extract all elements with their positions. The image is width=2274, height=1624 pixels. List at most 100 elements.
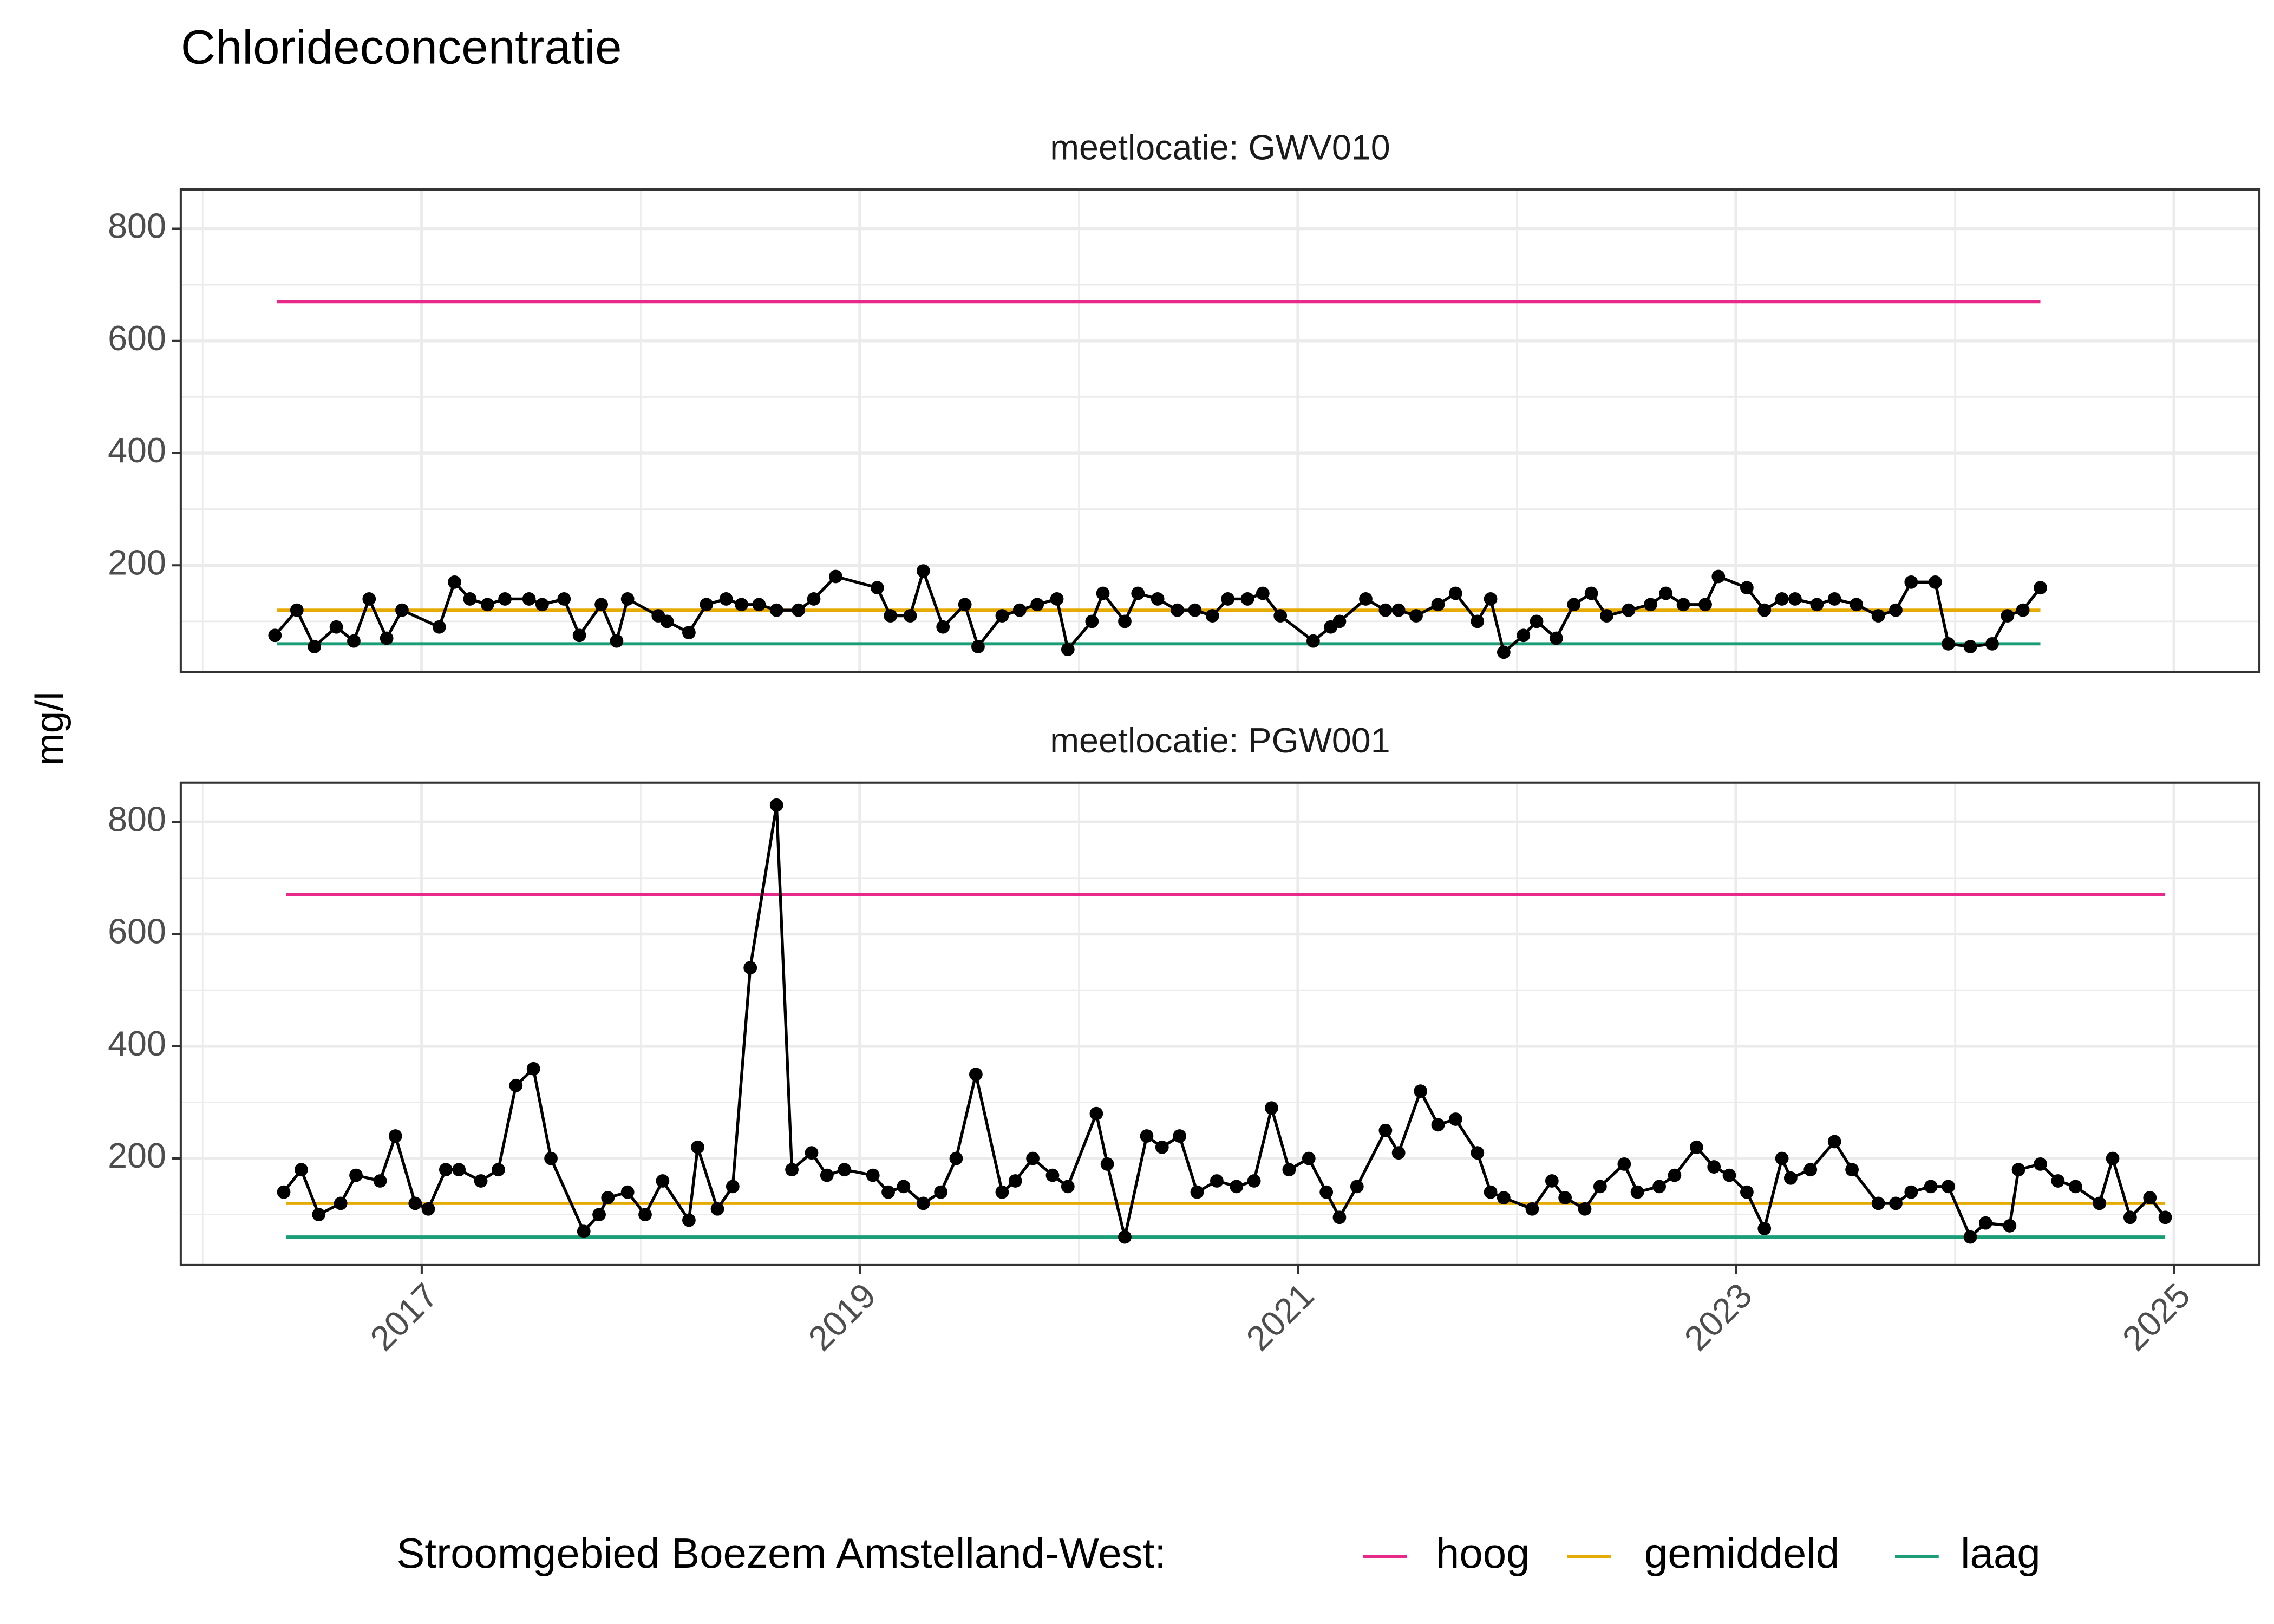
data-point	[474, 1174, 488, 1188]
data-point	[958, 598, 972, 612]
data-point	[884, 609, 897, 623]
data-point	[916, 1196, 930, 1210]
data-point	[1871, 609, 1885, 623]
data-point	[995, 609, 1009, 623]
data-point	[1378, 1123, 1393, 1137]
data-point	[1668, 1168, 1682, 1182]
data-point	[1302, 1151, 1316, 1165]
data-point	[1230, 1180, 1244, 1194]
data-point	[682, 626, 696, 639]
data-point	[395, 603, 409, 617]
data-point	[1359, 592, 1373, 606]
data-point	[1783, 1171, 1798, 1185]
data-point	[838, 1163, 852, 1177]
y-tick-label: 600	[108, 319, 166, 358]
data-point	[1550, 631, 1563, 645]
data-point	[1803, 1163, 1818, 1177]
data-point	[2034, 581, 2047, 595]
data-point	[1409, 609, 1423, 623]
data-point	[1740, 581, 1754, 595]
data-point	[1942, 1180, 1955, 1194]
data-point	[691, 1140, 704, 1154]
data-point	[1707, 1160, 1721, 1174]
data-point	[1378, 603, 1393, 617]
data-point	[1155, 1140, 1169, 1154]
data-point	[1414, 1084, 1428, 1098]
data-point	[2016, 603, 2030, 617]
x-tick-label: 2021	[1239, 1275, 1322, 1358]
data-point	[1221, 592, 1235, 606]
data-point	[2143, 1191, 2157, 1204]
y-tick-label: 200	[108, 543, 166, 582]
data-point	[1904, 1185, 1918, 1199]
data-point	[1131, 586, 1145, 600]
data-point	[1530, 614, 1544, 628]
data-point	[949, 1151, 963, 1165]
panel-border	[179, 188, 2261, 673]
data-point	[308, 640, 322, 653]
data-point	[388, 1129, 402, 1143]
data-point	[1889, 603, 1903, 617]
data-point	[936, 620, 950, 634]
data-point	[1644, 598, 1657, 612]
data-point	[769, 603, 783, 617]
data-point	[743, 961, 757, 975]
data-point	[1050, 592, 1064, 606]
legend-title: Stroomgebied Boezem Amstelland-West:	[396, 1529, 1166, 1577]
data-point	[362, 592, 376, 606]
data-point	[1484, 592, 1498, 606]
data-point	[544, 1151, 558, 1165]
data-point	[1827, 1135, 1841, 1149]
data-point	[1012, 603, 1027, 617]
data-point	[1904, 575, 1918, 589]
data-point	[1497, 645, 1511, 659]
data-point	[421, 1202, 435, 1216]
data-point	[439, 1163, 453, 1177]
data-point	[1332, 614, 1347, 628]
data-point	[1008, 1174, 1022, 1188]
data-point	[1659, 586, 1673, 600]
data-point	[1171, 603, 1184, 617]
data-point	[1978, 1216, 1992, 1230]
data-point	[1188, 603, 1202, 617]
data-point	[1617, 1157, 1631, 1171]
data-point	[601, 1191, 615, 1204]
data-point	[2123, 1210, 2137, 1224]
data-point	[785, 1163, 799, 1177]
data-point	[373, 1174, 387, 1188]
data-point	[2068, 1180, 2082, 1194]
y-tick-label: 800	[108, 207, 166, 246]
data-point	[735, 598, 748, 612]
data-point	[347, 634, 361, 648]
data-point	[995, 1185, 1009, 1199]
data-point	[1210, 1174, 1224, 1188]
data-point	[1118, 1230, 1132, 1244]
data-point	[1256, 586, 1270, 600]
y-tick-label: 400	[108, 1024, 166, 1063]
data-point	[719, 592, 733, 606]
data-point	[1100, 1157, 1114, 1171]
data-point	[1942, 637, 1955, 651]
data-point	[769, 798, 783, 812]
data-point	[577, 1224, 591, 1239]
x-tick-label: 2025	[2115, 1275, 2198, 1358]
data-point	[1545, 1174, 1559, 1188]
data-point	[1173, 1129, 1187, 1143]
data-point	[1810, 598, 1824, 612]
y-tick-label: 200	[108, 1136, 166, 1175]
data-point	[1871, 1196, 1885, 1210]
data-point	[492, 1163, 505, 1177]
data-point	[1431, 598, 1445, 612]
data-point	[408, 1196, 422, 1210]
data-point	[1319, 1185, 1334, 1199]
data-point	[638, 1208, 652, 1222]
data-point	[509, 1078, 523, 1092]
data-point	[829, 569, 842, 584]
data-point	[2011, 1163, 2025, 1177]
data-point	[1471, 1146, 1485, 1160]
data-point	[1584, 586, 1598, 600]
data-point	[1578, 1202, 1592, 1216]
data-point	[290, 603, 304, 617]
